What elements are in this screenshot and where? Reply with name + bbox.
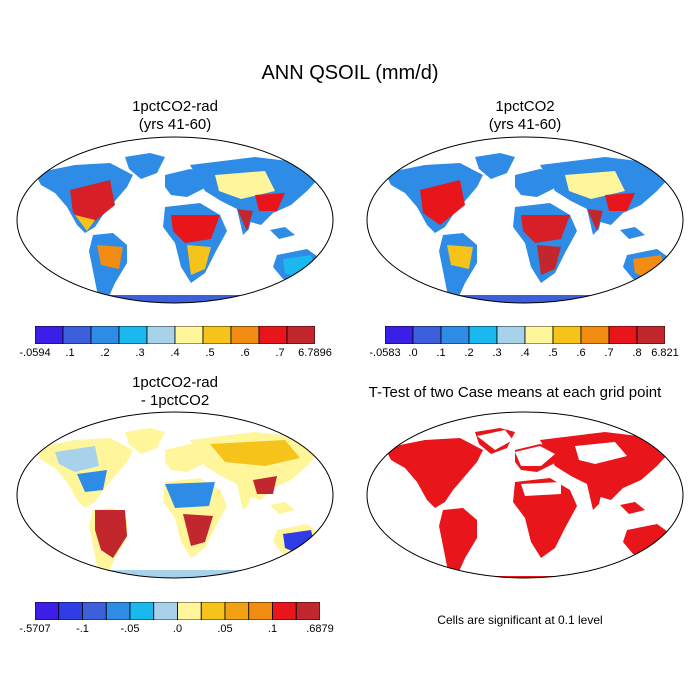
panel2-colorbar-label: .7 <box>604 347 614 359</box>
panel1-colorbar-box <box>146 326 176 344</box>
panel2-title-line2: (yrs 41-60) <box>488 116 562 133</box>
panel3-colorbar-box <box>295 602 320 620</box>
panel2-colorbar <box>385 326 665 344</box>
panel1-map <box>16 136 334 304</box>
panel1-colorbar-box <box>258 326 288 344</box>
panel1-colorbar-box <box>90 326 120 344</box>
panel1-colorbar-box <box>202 326 232 344</box>
panel3-colorbar-box <box>105 602 131 620</box>
panel2-colorbar-label: -.0583 <box>369 347 401 359</box>
panel2-colorbar-label: .3 <box>492 347 502 359</box>
panel4-map <box>366 411 684 579</box>
panel1-title: 1pctCO2-rad (yrs 41-60) <box>25 98 325 134</box>
panel3-colorbar-box <box>224 602 250 620</box>
panel1-colorbar-label: .7 <box>275 347 285 359</box>
panel2-title: 1pctCO2 (yrs 41-60) <box>375 98 675 134</box>
panel1-colorbar-label: 6.7896 <box>298 347 332 359</box>
panel1-colorbar-box <box>35 326 64 344</box>
panel3-map <box>16 411 334 579</box>
panel3-colorbar-box <box>272 602 297 620</box>
panel2-colorbar-box <box>385 326 414 344</box>
panel2-colorbar-box <box>412 326 442 344</box>
panel1-colorbar-label: .2 <box>100 347 110 359</box>
panel1-colorbar-label: -.0594 <box>19 347 51 359</box>
panel3-colorbar-box <box>129 602 155 620</box>
panel3-colorbar-label: -.05 <box>120 623 140 635</box>
panel1-colorbar-box <box>62 326 92 344</box>
panel2-colorbar-box <box>636 326 665 344</box>
panel3-colorbar-label: .1 <box>267 623 278 635</box>
panel2-colorbar-labels: -.0583 .0 .1 .2 .3 .4 .5 .6 .7 .8 6.821 <box>369 347 678 361</box>
panel3-colorbar-label: .0 <box>172 623 183 635</box>
panel3-colorbar-box <box>35 602 60 620</box>
panel2-colorbar-label: .0 <box>408 347 418 359</box>
panel1-title-line1: 1pctCO2-rad <box>132 98 218 115</box>
panel3-colorbar-box <box>200 602 226 620</box>
panel3-colorbar-label: .6879 <box>306 623 334 635</box>
panel2-hotspots <box>385 171 665 303</box>
panel4-title: T-Test of two Case means at each grid po… <box>345 384 685 402</box>
panel1-colorbar-label: .4 <box>170 347 180 359</box>
panel3-colorbar-box <box>82 602 107 620</box>
panel1-colorbar-label: .6 <box>240 347 250 359</box>
panel3-colorbar-label: -.1 <box>76 623 89 635</box>
panel1-colorbar-box <box>118 326 148 344</box>
panel4-title-line1: T-Test of two Case means at each grid po… <box>368 384 662 401</box>
panel3-colorbar-box <box>58 602 83 620</box>
panel2-map <box>366 136 684 304</box>
panel3-colorbar-box <box>248 602 273 620</box>
panel2-colorbar-label: .4 <box>520 347 530 359</box>
panel1-colorbar-label: .3 <box>135 347 145 359</box>
panel2-colorbar-box <box>524 326 554 344</box>
panel1-colorbar-box <box>174 326 204 344</box>
panel2-colorbar-box <box>440 326 470 344</box>
panel3-title-line1: 1pctCO2-rad <box>132 374 218 391</box>
panel3-title-line2: - 1pctCO2 <box>140 392 210 409</box>
panel3-colorbar-box <box>153 602 178 620</box>
panel2-colorbar-box <box>552 326 582 344</box>
panel2-colorbar-label: 6.821 <box>651 347 679 359</box>
significance-note: Cells are significant at 0.1 level <box>437 613 603 627</box>
panel2-colorbar-box <box>468 326 498 344</box>
panel2-colorbar-box <box>608 326 638 344</box>
panel1-colorbar-labels: -.0594 .1 .2 .3 .4 .5 .6 .7 6.7896 <box>19 347 331 361</box>
panel1-colorbar <box>35 326 315 344</box>
panel2-colorbar-label: .1 <box>436 347 446 359</box>
panel1-title-line2: (yrs 41-60) <box>138 116 212 133</box>
panel2-colorbar-label: .6 <box>576 347 586 359</box>
panel3-colorbar-labels: -.5707 -.1 -.05 .0 .05 .1 .6879 <box>19 623 333 637</box>
panel3-title: 1pctCO2-rad - 1pctCO2 <box>25 374 325 410</box>
panel2-colorbar-label: .2 <box>464 347 474 359</box>
panel2-title-line1: 1pctCO2 <box>495 98 555 115</box>
figure-title: ANN QSOIL (mm/d) <box>261 62 439 84</box>
panel2-colorbar-label: .5 <box>548 347 558 359</box>
panel2-colorbar-box <box>496 326 526 344</box>
panel3-colorbar-box <box>177 602 202 620</box>
panel1-colorbar-label: .5 <box>205 347 215 359</box>
panel2-colorbar-box <box>580 326 610 344</box>
panel3-colorbar-label: -.5707 <box>19 623 51 635</box>
panel3-colorbar <box>35 602 320 620</box>
panel1-colorbar-box <box>230 326 260 344</box>
panel3-colorbar-label: .05 <box>217 623 233 635</box>
panel1-colorbar-box <box>286 326 315 344</box>
panel1-colorbar-label: .1 <box>65 347 75 359</box>
panel2-colorbar-label: .8 <box>632 347 642 359</box>
